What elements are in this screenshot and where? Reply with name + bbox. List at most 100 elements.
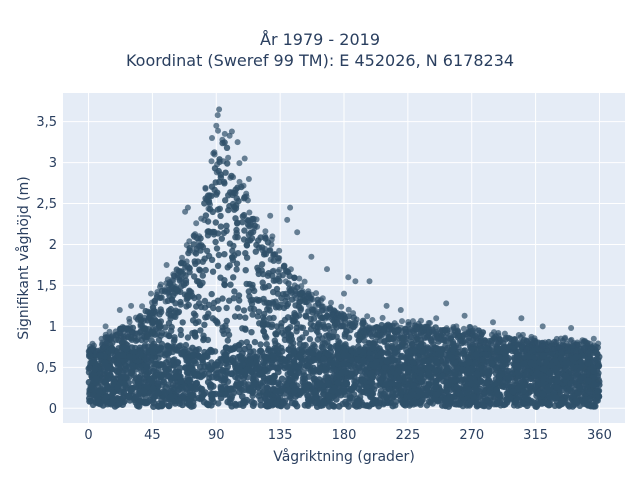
- data-point: [540, 399, 547, 407]
- data-point: [242, 267, 249, 274]
- data-point: [551, 346, 558, 352]
- data-point: [269, 272, 276, 279]
- data-point: [500, 401, 508, 409]
- data-point: [226, 297, 233, 304]
- data-point: [419, 348, 426, 356]
- data-point-outlier: [568, 325, 575, 331]
- data-point: [144, 333, 151, 340]
- data-point: [510, 354, 518, 362]
- data-point: [503, 381, 511, 389]
- data-point: [146, 378, 154, 385]
- data-point: [389, 402, 397, 410]
- data-point: [232, 215, 239, 222]
- data-point: [523, 346, 530, 353]
- data-point: [340, 352, 348, 360]
- data-point: [539, 390, 547, 398]
- data-point: [202, 212, 210, 219]
- data-point: [107, 400, 115, 408]
- data-point: [418, 378, 426, 386]
- data-point: [523, 337, 530, 344]
- data-point: [479, 402, 486, 409]
- data-point: [423, 385, 431, 393]
- data-point: [236, 313, 243, 320]
- data-point: [221, 375, 229, 383]
- data-point: [168, 327, 175, 334]
- data-point: [213, 169, 220, 176]
- data-point: [191, 273, 198, 280]
- data-point: [468, 365, 476, 373]
- data-point: [484, 369, 491, 376]
- data-point: [117, 334, 124, 341]
- data-point: [205, 349, 212, 356]
- data-point: [182, 364, 189, 371]
- data-point: [451, 369, 458, 377]
- data-point: [338, 303, 345, 310]
- data-point: [466, 375, 474, 382]
- data-point: [208, 192, 215, 199]
- data-point: [579, 373, 587, 381]
- data-point: [225, 154, 232, 161]
- data-point: [190, 351, 198, 359]
- data-point: [199, 258, 206, 265]
- data-point: [297, 387, 304, 395]
- data-point: [87, 352, 94, 359]
- data-point: [137, 323, 144, 330]
- data-point: [472, 351, 480, 358]
- data-point: [401, 384, 408, 392]
- data-point: [177, 331, 185, 339]
- data-point: [482, 351, 489, 359]
- data-point: [224, 327, 231, 334]
- data-point: [322, 366, 329, 374]
- data-point: [349, 323, 356, 330]
- data-point: [105, 374, 112, 382]
- data-point: [129, 362, 136, 369]
- data-point: [262, 353, 269, 361]
- data-point-outlier: [170, 282, 177, 289]
- data-point: [345, 306, 352, 313]
- data-point: [460, 331, 467, 338]
- data-point: [184, 374, 192, 382]
- data-point: [318, 297, 325, 304]
- data-point: [217, 394, 225, 402]
- data-point: [292, 393, 299, 400]
- data-point: [222, 197, 229, 204]
- data-point: [119, 323, 126, 330]
- data-point: [183, 303, 190, 310]
- data-point: [276, 266, 283, 273]
- data-point: [258, 261, 266, 268]
- data-point: [372, 358, 380, 366]
- data-point: [289, 382, 297, 389]
- data-point: [307, 326, 315, 333]
- data-point: [152, 300, 158, 307]
- data-point: [495, 330, 502, 336]
- data-point: [269, 233, 276, 240]
- data-point: [160, 378, 168, 386]
- data-point: [283, 302, 291, 310]
- data-point: [218, 356, 226, 364]
- data-point: [257, 341, 264, 348]
- data-point: [185, 249, 192, 257]
- data-point: [414, 353, 422, 360]
- data-point-outlier: [216, 106, 223, 113]
- data-point: [345, 313, 352, 320]
- data-point: [410, 382, 418, 389]
- data-point: [149, 345, 157, 353]
- data-point-outlier: [267, 212, 274, 219]
- data-point: [431, 330, 438, 337]
- data-point: [255, 369, 263, 377]
- data-point: [499, 362, 506, 369]
- data-point: [432, 356, 440, 364]
- data-point: [467, 324, 474, 330]
- data-point: [445, 403, 452, 410]
- data-point: [259, 359, 267, 366]
- data-point: [234, 374, 242, 382]
- data-point: [117, 388, 124, 396]
- data-point: [126, 319, 133, 325]
- data-point: [465, 358, 473, 366]
- data-point: [476, 385, 484, 393]
- data-point: [501, 349, 509, 357]
- data-point: [494, 340, 501, 347]
- data-point: [157, 318, 165, 325]
- data-point: [213, 245, 221, 252]
- data-point: [132, 314, 139, 321]
